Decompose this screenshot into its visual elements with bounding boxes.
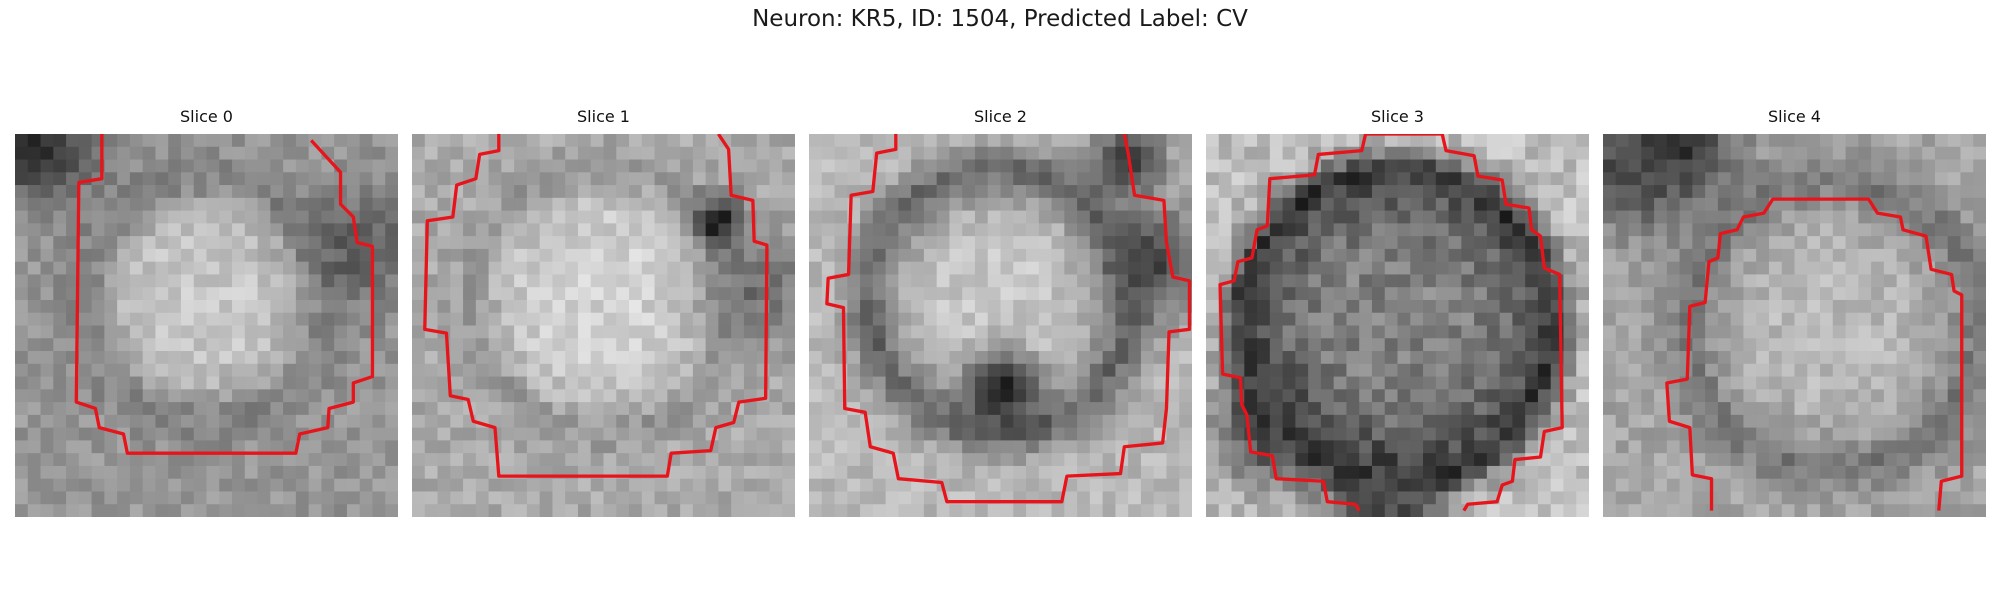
slice-image-3 — [1206, 134, 1589, 517]
slice-title-0: Slice 0 — [180, 107, 233, 126]
red-contour-3 — [1218, 134, 1564, 512]
slice-image-0 — [15, 134, 398, 517]
slice-image-4 — [1603, 134, 1986, 517]
red-contour-2 — [825, 134, 1192, 504]
slice-image-1 — [412, 134, 795, 517]
slice-title-1: Slice 1 — [577, 107, 630, 126]
slice-image-2 — [809, 134, 1192, 517]
slice-panel-0: Slice 0 — [15, 107, 398, 517]
slice-panel-4: Slice 4 — [1603, 107, 1986, 517]
slice-title-3: Slice 3 — [1371, 107, 1424, 126]
slice-panel-2: Slice 2 — [809, 107, 1192, 517]
slice-panel-3: Slice 3 — [1206, 107, 1589, 517]
slice-title-2: Slice 2 — [974, 107, 1027, 126]
red-contour-1 — [423, 134, 769, 478]
slice-title-4: Slice 4 — [1768, 107, 1821, 126]
red-contour-4 — [1665, 197, 1964, 511]
figure-title: Neuron: KR5, ID: 1504, Predicted Label: … — [752, 6, 1248, 32]
red-contour-0 — [74, 134, 375, 455]
slice-panel-1: Slice 1 — [412, 107, 795, 517]
